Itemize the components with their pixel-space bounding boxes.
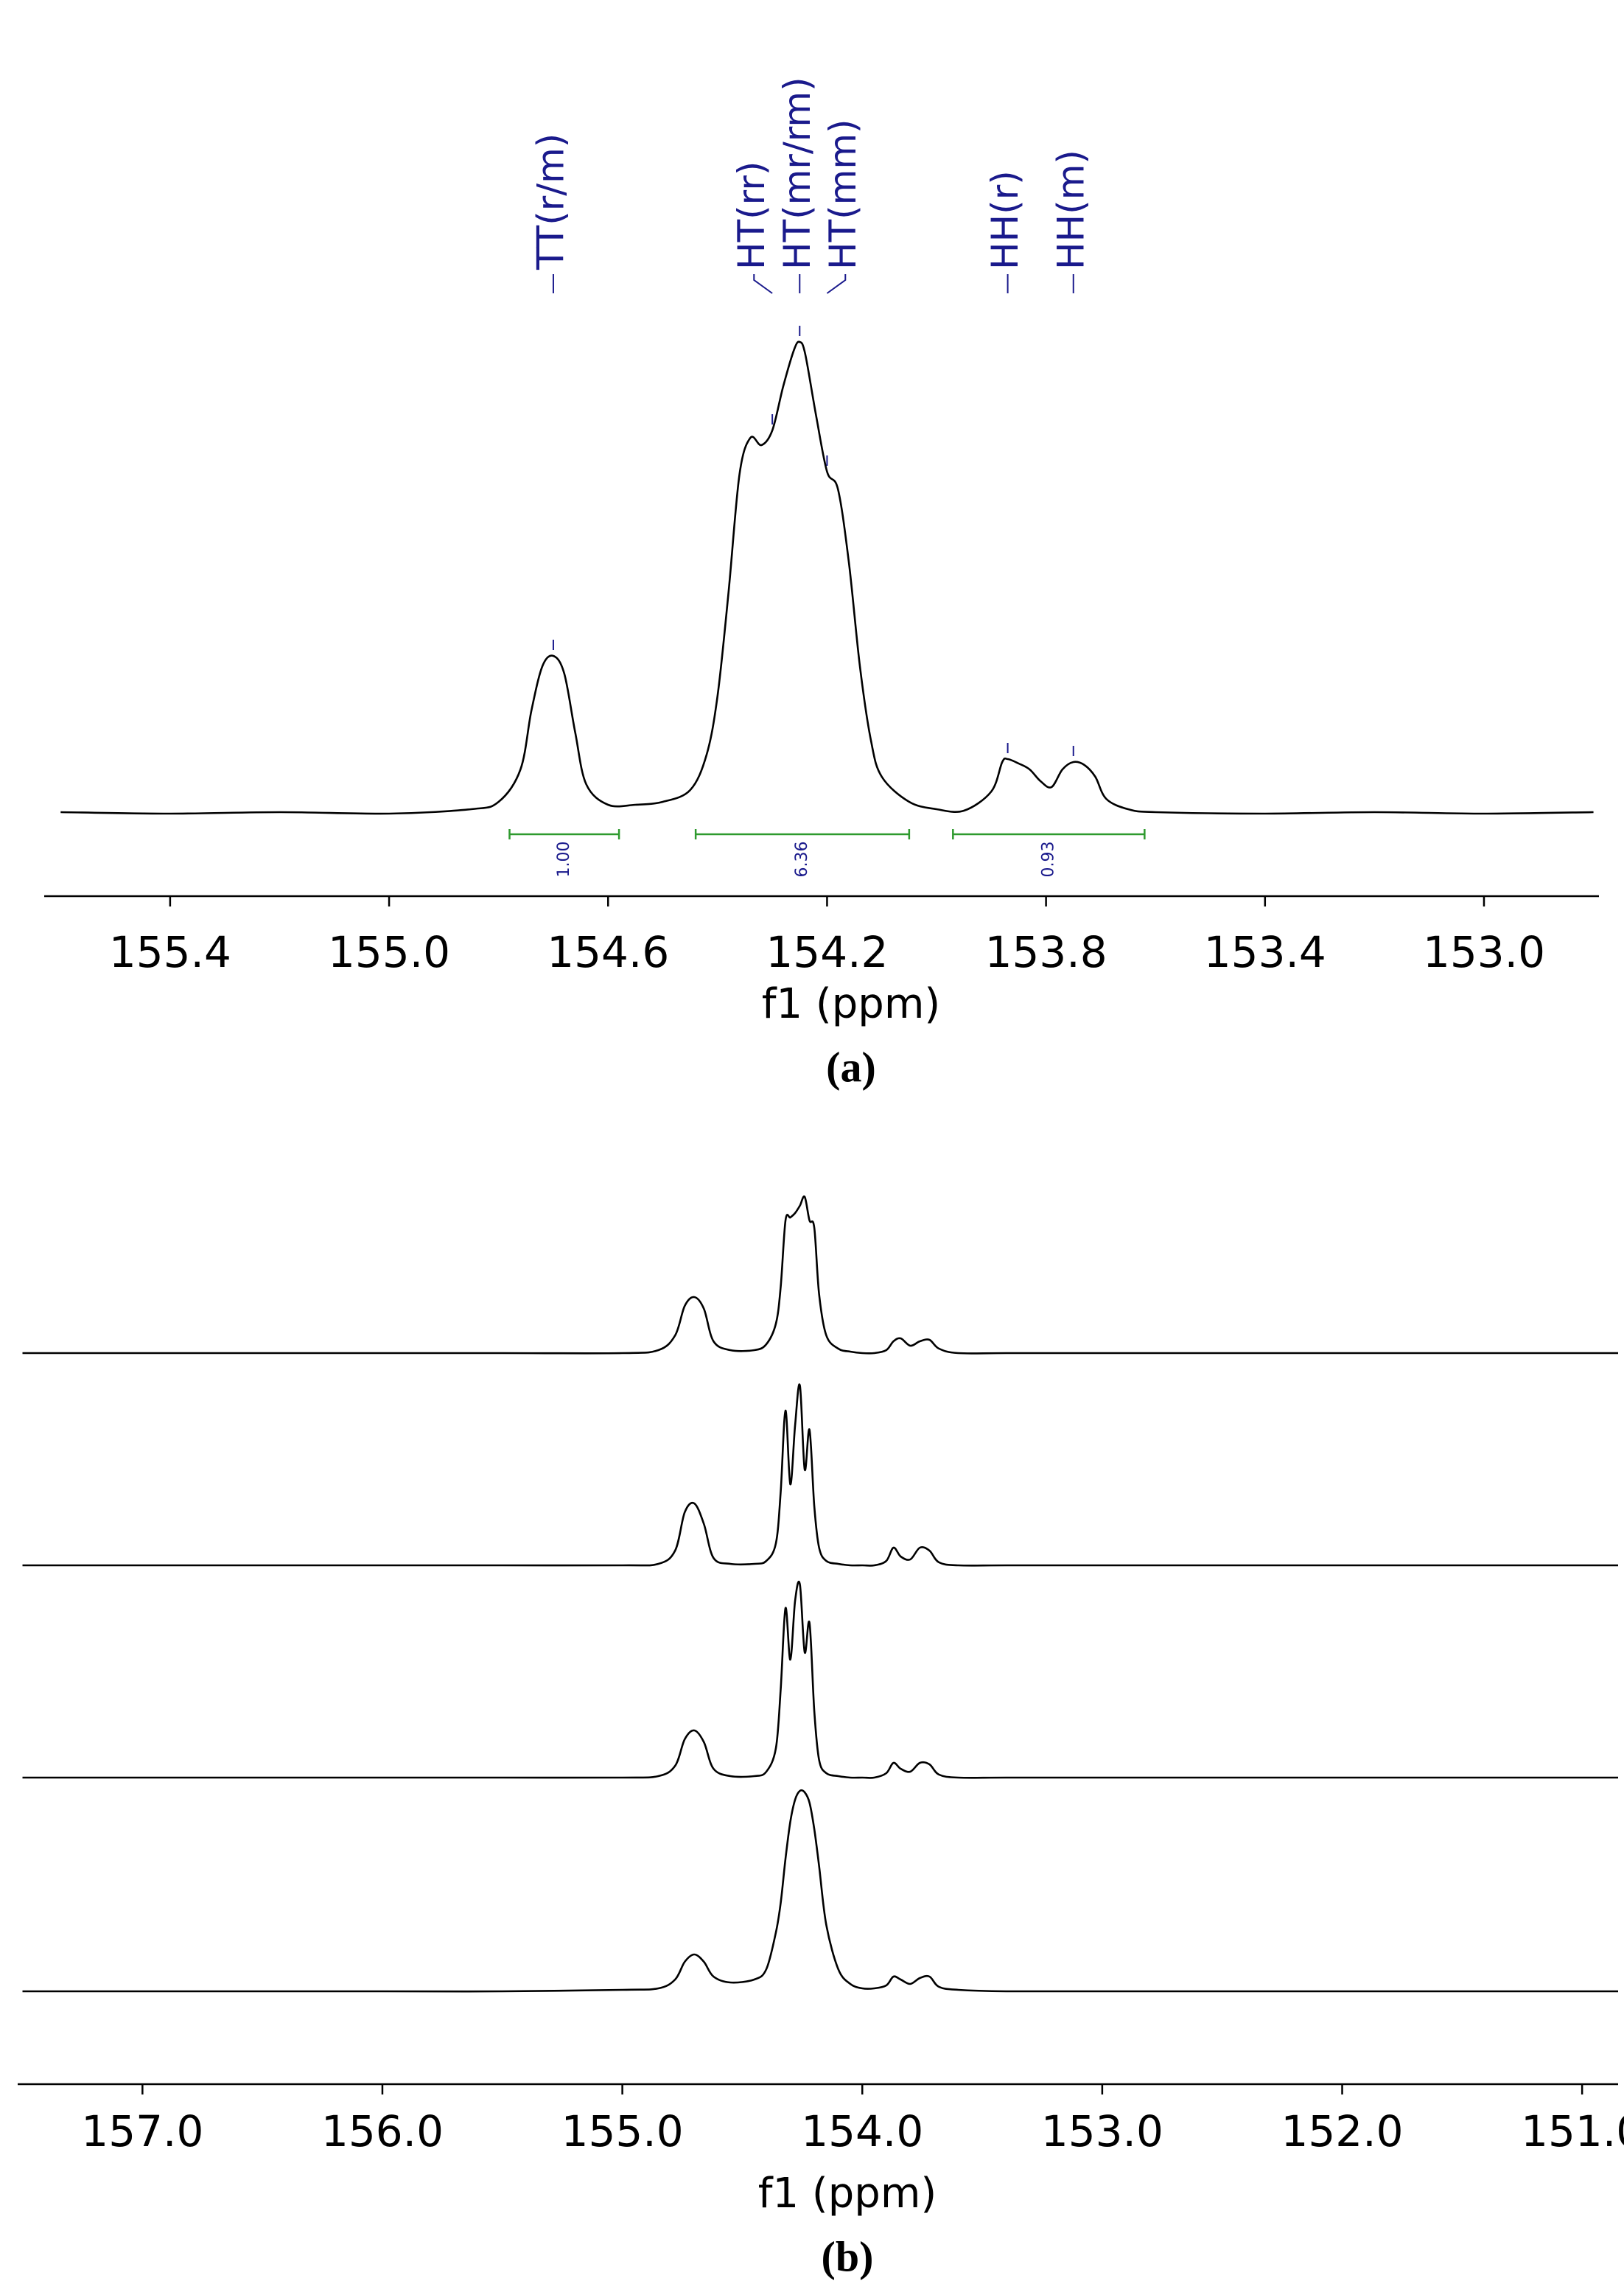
x-tick-label: 155.0 xyxy=(328,927,450,977)
peak-label: TT(r/m) xyxy=(529,133,572,270)
x-tick-label: 154.6 xyxy=(547,927,669,977)
spectrum xyxy=(22,1789,1618,1993)
peak-label: HT(mm) xyxy=(822,119,864,270)
peak-label: HH(m) xyxy=(1049,150,1092,270)
integral-label: 0.93 xyxy=(1039,842,1057,878)
x-axis-label: f1 (ppm) xyxy=(762,980,940,1028)
spectrum xyxy=(22,1195,1618,1355)
x-tick-label: 153.8 xyxy=(985,927,1107,977)
peak-connector xyxy=(826,274,847,294)
x-tick-label: 155.4 xyxy=(109,927,231,977)
x-tick-label: 157.0 xyxy=(81,2106,203,2156)
x-tick-label: 154.2 xyxy=(766,927,888,977)
x-tick-label: 151.0 xyxy=(1521,2106,1624,2156)
panel-caption: (b) xyxy=(822,2232,874,2280)
x-tick-label: 154.0 xyxy=(801,2106,923,2156)
integral-range xyxy=(508,829,620,839)
peak-connector xyxy=(753,274,773,294)
x-tick-label: 156.0 xyxy=(321,2106,444,2156)
peak-label: HT(mr/rm) xyxy=(776,77,819,270)
integral-range xyxy=(952,829,1146,839)
panel-caption: (a) xyxy=(826,1043,876,1091)
integral-label: 6.36 xyxy=(793,842,811,878)
x-tick-label: 155.0 xyxy=(561,2106,684,2156)
integral-range xyxy=(694,829,911,839)
peak-label: HH(r) xyxy=(984,170,1026,270)
spectrum xyxy=(22,1580,1618,1779)
x-tick-label: 152.0 xyxy=(1281,2106,1403,2156)
x-axis-label: f1 (ppm) xyxy=(758,2170,937,2218)
x-tick-label: 153.0 xyxy=(1423,927,1545,977)
x-tick-label: 153.4 xyxy=(1204,927,1326,977)
spectrum xyxy=(22,1383,1618,1567)
integral-label: 1.00 xyxy=(555,842,573,878)
spectrum xyxy=(60,340,1594,815)
x-tick-label: 153.0 xyxy=(1041,2106,1163,2156)
peak-label: HT(rr) xyxy=(730,161,773,270)
